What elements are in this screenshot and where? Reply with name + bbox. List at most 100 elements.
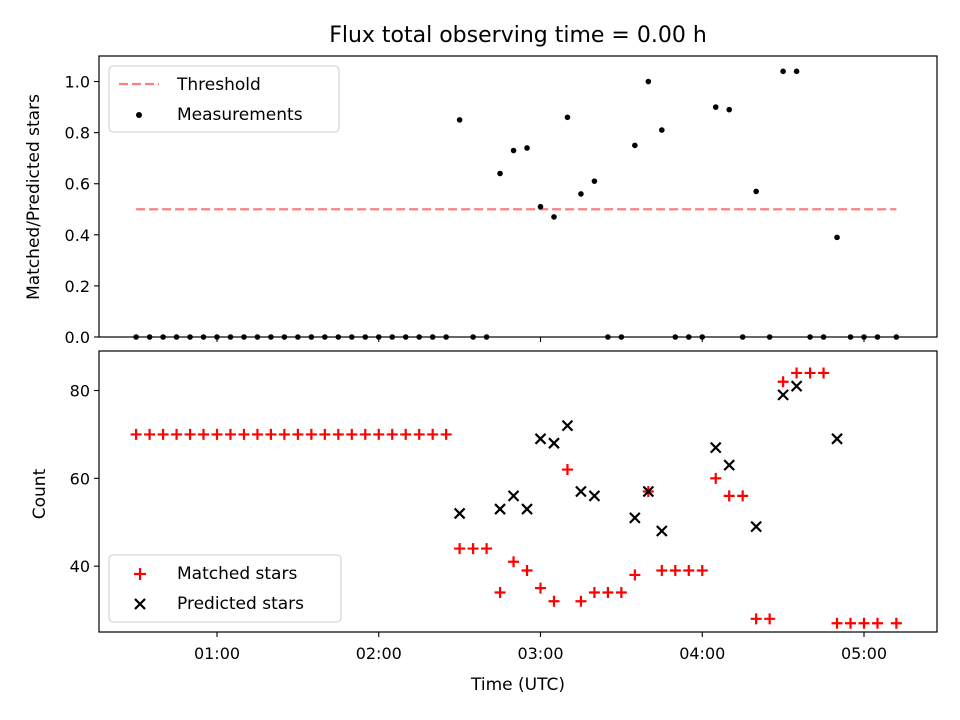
predicted-star-point [494, 503, 506, 515]
x-tick-label: 02:00 [356, 644, 402, 663]
predicted-star-point [750, 520, 762, 533]
matched-star-point [481, 543, 493, 555]
matched-star-point [467, 543, 479, 555]
measurement-point [645, 78, 652, 85]
predicted-star-point [521, 503, 533, 515]
predicted-star-point [629, 512, 641, 524]
measurement-point [591, 178, 598, 184]
matched-star-point [696, 565, 708, 577]
predicted-star-point [588, 490, 601, 502]
top-y-tick-label: 1.0 [65, 73, 90, 92]
chart-title: Flux total observing time = 0.00 h [329, 23, 707, 48]
matched-star-point [427, 428, 439, 440]
predicted-star-point [507, 490, 520, 502]
matched-star-point [359, 428, 371, 440]
x-tick-label: 04:00 [679, 644, 725, 663]
matched-star-point [305, 428, 317, 440]
matched-star-point [845, 617, 857, 629]
matched-star-point [791, 367, 803, 379]
predicted-star-point [723, 459, 735, 471]
matched-star-point [224, 428, 236, 440]
matched-star-point [508, 556, 520, 568]
top-axes-frame [98, 55, 938, 338]
measurement-point [456, 117, 463, 123]
bottom-x-ticks: 01:00 02:00 03:00 04:00 05:00 [194, 632, 887, 663]
matched-star-point [373, 428, 385, 440]
top-y-tick-label: 0.4 [65, 226, 90, 245]
matched-star-point [494, 586, 506, 598]
matched-star-point [332, 428, 344, 440]
measurement-point [712, 104, 719, 110]
legend-predicted-swatch [134, 598, 146, 610]
top-x-ticks [216, 337, 865, 342]
matched-star-point [278, 428, 290, 440]
measurement-point [780, 68, 786, 75]
matched-star-point [629, 569, 641, 581]
matched-star-point [535, 582, 546, 594]
matched-star-point [871, 617, 883, 629]
measurement-point [551, 214, 557, 220]
bottom-axes-frame [98, 350, 938, 633]
measurement-point [632, 142, 638, 149]
predicted-star-point [561, 419, 574, 432]
measurement-point [510, 147, 517, 154]
bottom-y-tick-label: 60 [70, 469, 90, 488]
predicted-star-point [548, 437, 560, 449]
matched-star-point [198, 428, 210, 440]
predicted-star-point [534, 433, 547, 445]
matched-star-point [831, 617, 843, 629]
matched-star-point [723, 490, 735, 502]
matched-star-point [588, 586, 600, 598]
legend-threshold-label: Threshold [176, 75, 261, 95]
predicted-star-point [642, 485, 655, 498]
top-y-tick-label: 0.8 [65, 124, 90, 143]
bottom-legend: Matched stars Predicted stars [108, 554, 342, 623]
top-y-ticks: 0.0 0.2 0.4 0.6 0.8 1.0 [65, 73, 99, 347]
x-axis-label: Time (UTC) [470, 675, 565, 695]
matched-star-point [211, 428, 223, 440]
predicted-star-point [656, 525, 668, 537]
matched-star-point [440, 428, 452, 440]
matched-star-point [238, 428, 250, 440]
predicted-star-point [709, 441, 722, 454]
legend-matched-label: Matched stars [177, 564, 297, 584]
matched-star-point [265, 428, 277, 440]
matched-star-point [818, 367, 830, 379]
measurement-point [564, 114, 571, 121]
matched-star-point [804, 367, 816, 379]
bottom-y-tick-label: 40 [70, 557, 90, 576]
matched-star-point [750, 613, 762, 625]
top-legend-box [108, 65, 340, 133]
measurement-point [793, 68, 800, 75]
top-y-axis-label: Matched/Predicted stars [24, 94, 44, 300]
bottom-y-tick-label: 80 [70, 382, 90, 401]
top-panel: 0.0 0.2 0.4 0.6 0.8 1.0 Matched/Predicted sta… [24, 55, 938, 347]
matched-star-point [171, 428, 183, 440]
x-tick-label: 03:00 [517, 644, 563, 663]
matched-star-point [683, 565, 695, 577]
predicted-star-point [790, 380, 803, 392]
top-y-tick-label: 0.0 [65, 328, 90, 347]
matched-star-point [346, 428, 358, 440]
matched-star-point [561, 464, 573, 476]
matched-star-point [454, 543, 466, 555]
matched-star-point [184, 428, 196, 440]
measurement-point [659, 127, 665, 133]
measurement-point [834, 234, 840, 241]
predicted-star-point [453, 507, 466, 520]
x-tick-label: 05:00 [841, 644, 887, 663]
legend-measurements-swatch [136, 112, 142, 118]
measurement-point [497, 170, 503, 177]
matched-star-point [251, 428, 263, 440]
matched-star-point [292, 428, 304, 440]
matched-star-point [413, 428, 425, 440]
matched-star-point [710, 472, 722, 484]
measurement-point [753, 188, 759, 195]
matched-star-point [890, 617, 902, 629]
matched-star-point [777, 376, 789, 388]
predicted-star-point [777, 389, 789, 401]
bottom-legend-box [108, 554, 342, 623]
matched-star-point [615, 586, 627, 598]
matched-star-point [130, 428, 142, 440]
